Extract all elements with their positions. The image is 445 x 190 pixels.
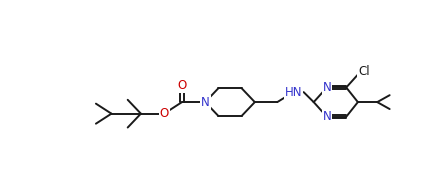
Text: Cl: Cl xyxy=(358,65,370,78)
Text: O: O xyxy=(177,79,186,93)
Text: N: N xyxy=(201,96,210,109)
Text: HN: HN xyxy=(285,86,302,99)
Text: O: O xyxy=(159,107,169,120)
Text: N: N xyxy=(323,110,331,123)
Text: N: N xyxy=(323,81,331,94)
